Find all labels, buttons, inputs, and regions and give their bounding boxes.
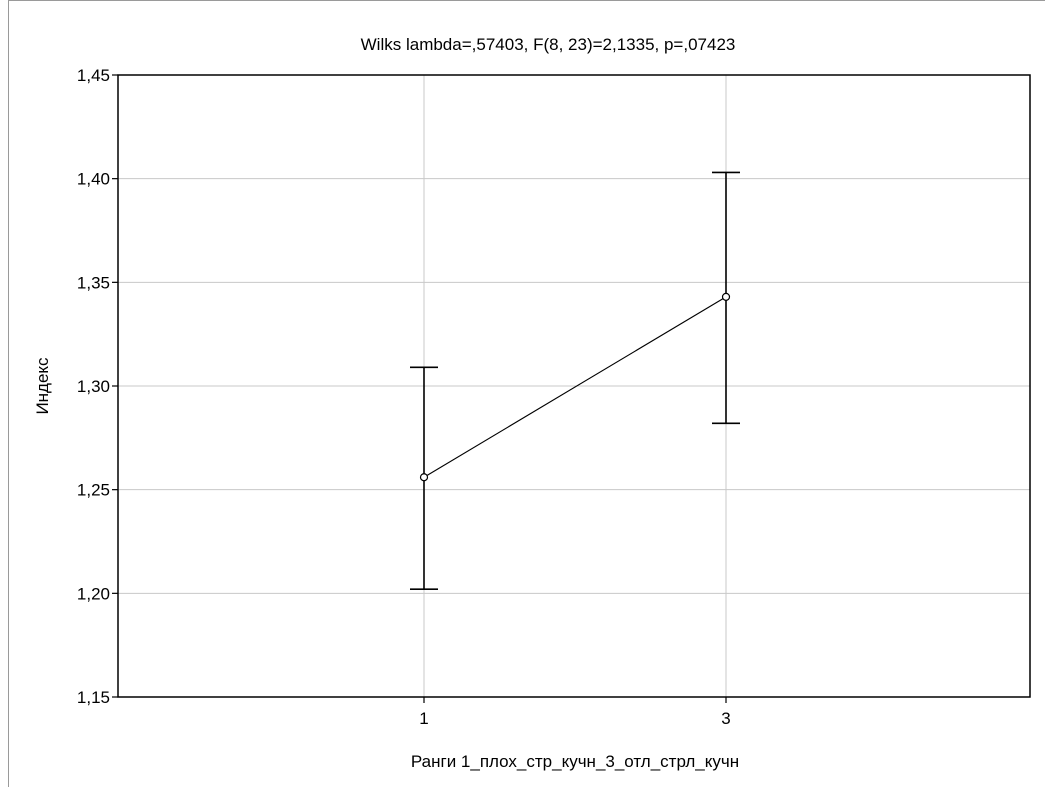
x-tick-label: 1 bbox=[419, 709, 428, 728]
y-tick-label: 1,40 bbox=[77, 170, 110, 189]
y-tick-label: 1,30 bbox=[77, 377, 110, 396]
y-axis-ticks: 1,15 1,20 1,25 1,30 1,35 1,40 1,45 bbox=[77, 66, 118, 707]
y-tick-label: 1,15 bbox=[77, 688, 110, 707]
x-tick-label: 3 bbox=[721, 709, 730, 728]
y-tick-label: 1,20 bbox=[77, 584, 110, 603]
data-point bbox=[419, 473, 429, 482]
y-tick-label: 1,45 bbox=[77, 66, 110, 85]
data-point bbox=[721, 292, 731, 301]
y-tick-label: 1,35 bbox=[77, 273, 110, 292]
chart-frame bbox=[8, 0, 1045, 787]
x-axis-label: Ранги 1_плох_стр_кучн_3_отл_стрл_кучн bbox=[411, 752, 739, 771]
series-line bbox=[423, 296, 727, 478]
error-bars bbox=[410, 171, 740, 590]
y-tick-label: 1,25 bbox=[77, 481, 110, 500]
grid-lines bbox=[118, 75, 1030, 697]
chart-title: Wilks lambda=,57403, F(8, 23)=2,1335, p=… bbox=[361, 35, 736, 54]
y-axis-label: Индекс bbox=[33, 357, 52, 415]
series bbox=[419, 292, 731, 482]
